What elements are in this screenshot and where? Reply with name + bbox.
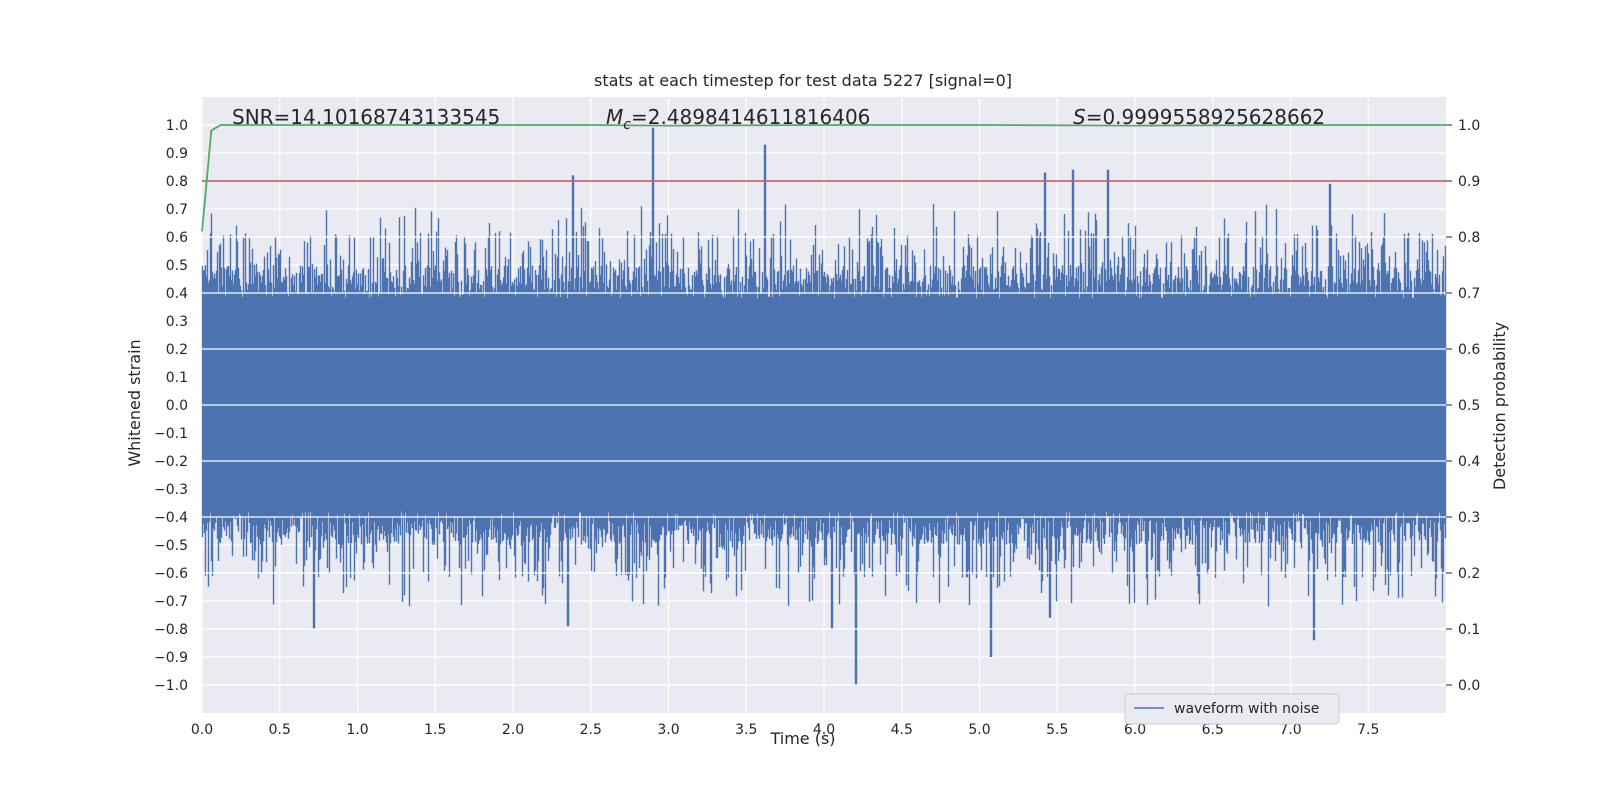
y-tick-label: 0.0 xyxy=(166,398,188,414)
y2-tick-label: 0.4 xyxy=(1458,454,1480,470)
snr-annotation: SNR=14.10168743133545 xyxy=(232,105,500,129)
x-tick-label: 6.0 xyxy=(1124,722,1146,738)
y2-tick-label: 0.5 xyxy=(1458,398,1480,414)
s-value: =0.9999558925628662 xyxy=(1086,105,1325,129)
x-tick-labels: 0.0 0.5 1.0 1.5 2.0 2.5 3.0 3.5 4.0 4.5 5.0 5.5 6.0 6… xyxy=(191,722,1380,738)
y-tick-label: −0.3 xyxy=(154,482,188,498)
y-tick-label: 1.0 xyxy=(166,118,188,134)
y-tick-label: 0.8 xyxy=(166,174,188,190)
y2-tick-label: 1.0 xyxy=(1458,118,1480,134)
y-tick-label: −0.7 xyxy=(154,594,188,610)
mc-symbol: M xyxy=(606,105,623,129)
mc-subscript: c xyxy=(623,117,631,133)
x-tick-label: 2.0 xyxy=(502,722,524,738)
y-tick-label: 0.6 xyxy=(166,230,188,246)
x-axis-label: Time (s) xyxy=(769,729,835,748)
probability-line xyxy=(201,124,1446,232)
y2-tick-label: 0.9 xyxy=(1458,174,1480,190)
mc-value: =2.4898414611816406 xyxy=(631,105,870,129)
waveform-series xyxy=(201,127,1447,685)
y-tick-label: 0.9 xyxy=(166,146,188,162)
y-tick-label: −0.9 xyxy=(154,650,188,666)
y-tick-label: −0.4 xyxy=(154,510,188,526)
y-tick-label: −0.6 xyxy=(154,566,188,582)
y2-tick-label: 0.3 xyxy=(1458,510,1480,526)
y-tick-label: 0.5 xyxy=(166,258,188,274)
chart-title: stats at each timestep for test data 522… xyxy=(594,71,1012,90)
x-tick-label: 4.5 xyxy=(891,722,913,738)
y-tick-label: −1.0 xyxy=(154,678,188,694)
x-tick-label: 2.5 xyxy=(580,722,602,738)
y2-tick-label: 0.0 xyxy=(1458,678,1480,694)
y-tick-label: 0.7 xyxy=(166,202,188,218)
x-tick-label: 3.5 xyxy=(735,722,757,738)
x-tick-label: 6.5 xyxy=(1202,722,1224,738)
x-tick-label: 7.5 xyxy=(1357,722,1379,738)
y2-tick-label: 0.8 xyxy=(1458,230,1480,246)
y-tick-label: 0.3 xyxy=(166,314,188,330)
y-tick-label: −0.5 xyxy=(154,538,188,554)
x-tick-label: 0.0 xyxy=(191,722,213,738)
y2-tick-labels: 1.0 0.9 0.8 0.7 0.6 0.5 0.4 0.3 0.2 0.1 0.0 xyxy=(1446,118,1480,694)
x-tick-label: 1.5 xyxy=(424,722,446,738)
y-tick-label: −0.1 xyxy=(154,426,188,442)
y2-tick-label: 0.7 xyxy=(1458,286,1480,302)
legend: waveform with noise xyxy=(1124,693,1340,725)
y-tick-label: −0.2 xyxy=(154,454,188,470)
chirp-mass-annotation: Mc=2.4898414611816406 xyxy=(606,105,870,133)
y2-tick-label: 0.1 xyxy=(1458,622,1480,638)
x-tick-label: 5.0 xyxy=(968,722,990,738)
y2-axis-label: Detection probability xyxy=(1490,322,1509,490)
x-tick-label: 4.0 xyxy=(813,722,835,738)
legend-label: waveform with noise xyxy=(1174,701,1319,717)
y-tick-label: 0.2 xyxy=(166,342,188,358)
x-tick-label: 3.0 xyxy=(657,722,679,738)
y-tick-label: −0.8 xyxy=(154,622,188,638)
y2-tick-label: 0.2 xyxy=(1458,566,1480,582)
y-tick-labels: 1.0 0.9 0.8 0.7 0.6 0.5 0.4 0.3 0.2 0.1 0.0 −0.1 −0.… xyxy=(154,118,188,694)
x-tick-label: 7.0 xyxy=(1279,722,1301,738)
x-tick-label: 0.5 xyxy=(269,722,291,738)
y-axis-label: Whitened strain xyxy=(125,339,144,466)
y-tick-label: 0.1 xyxy=(166,370,188,386)
y-tick-label: 0.4 xyxy=(166,286,188,302)
s-symbol: S xyxy=(1073,105,1086,129)
y2-tick-label: 0.6 xyxy=(1458,342,1480,358)
score-annotation: S=0.9999558925628662 xyxy=(1073,105,1325,129)
x-tick-label: 5.5 xyxy=(1046,722,1068,738)
legend-box xyxy=(1124,693,1340,725)
x-tick-label: 1.0 xyxy=(346,722,368,738)
waveform-trace xyxy=(201,127,1447,685)
